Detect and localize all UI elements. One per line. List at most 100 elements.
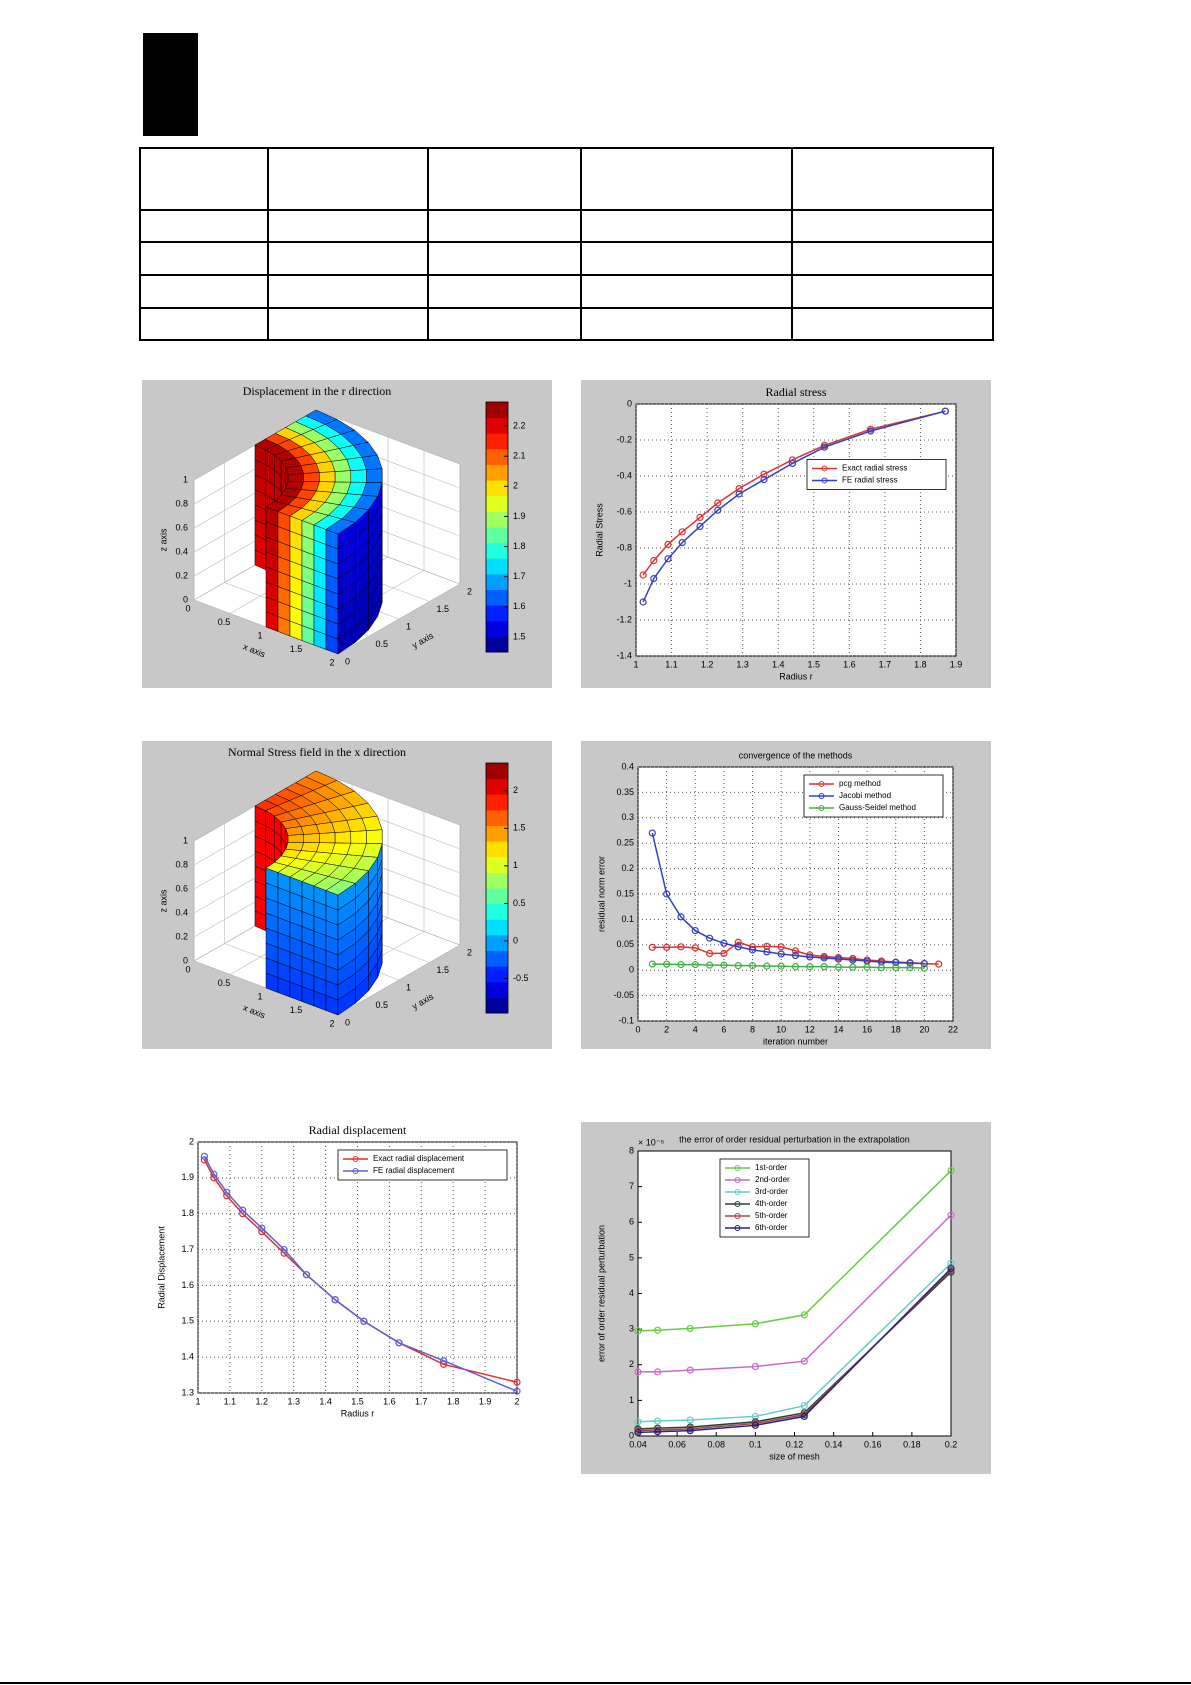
data-point <box>677 913 685 921</box>
x-tick-label: 0.14 <box>825 1439 843 1449</box>
data-point <box>834 963 843 971</box>
x-tick-label: 2 <box>514 1396 519 1406</box>
colorbar-frame <box>485 401 509 653</box>
data-point <box>720 949 728 958</box>
y-tick-label: 0.5 <box>376 639 389 649</box>
x-tick-label: 1.5 <box>351 1396 364 1406</box>
colorbar-band <box>486 981 508 998</box>
data-point <box>777 962 785 970</box>
colorbar-tick-label: 1.6 <box>513 601 526 611</box>
surface-cell <box>285 842 305 851</box>
colorbar-tick-label: -0.5 <box>513 973 529 983</box>
data-point <box>663 960 671 968</box>
surface-cell <box>285 481 305 490</box>
x-tick-label: 0.2 <box>945 1439 958 1449</box>
y-tick-label: -0.4 <box>616 470 632 480</box>
x-tick-label: 1.7 <box>415 1396 428 1406</box>
data-point <box>677 943 685 951</box>
x-tick-label: 0.12 <box>786 1439 804 1449</box>
data-point <box>223 1188 231 1196</box>
surface-cell <box>350 469 367 483</box>
y-tick-label: 1.5 <box>181 1316 194 1326</box>
chart-title: Radial stress <box>766 385 827 399</box>
y-tick-label: 0.1 <box>621 914 634 924</box>
y-tick-label: 1.5 <box>437 965 450 975</box>
data-point <box>678 528 686 536</box>
data-point <box>395 1339 403 1347</box>
z-tick-label: 1 <box>183 835 188 845</box>
data-point <box>653 1428 662 1436</box>
x-tick-label: 22 <box>948 1024 958 1034</box>
z-tick-label: 0.2 <box>175 931 188 941</box>
chart-title: Normal Stress field in the x direction <box>228 745 406 759</box>
x-tick-label: 0.5 <box>218 617 231 627</box>
surface-cell <box>305 770 338 786</box>
legend-label: FE radial displacement <box>373 1166 455 1175</box>
colorbar-band <box>486 778 508 795</box>
x-tick-label: 0.1 <box>749 1439 762 1449</box>
data-point <box>686 1427 694 1435</box>
data-point <box>834 955 843 963</box>
data-point <box>806 953 814 961</box>
data-point <box>734 943 742 951</box>
x-axis-label: size of mesh <box>769 1451 820 1461</box>
z-tick-label: 0 <box>183 594 188 604</box>
data-point <box>200 1152 208 1160</box>
data-point <box>664 555 672 563</box>
z-tick-label: 1 <box>183 474 188 484</box>
y-tick-label: 1.4 <box>181 1352 194 1362</box>
data-point <box>748 946 757 954</box>
y-tick-label: -0.2 <box>616 434 632 444</box>
colorbar-band <box>486 573 508 590</box>
x-tick-label: 4 <box>693 1024 698 1034</box>
x-axis-label: Radius r <box>341 1408 375 1418</box>
surface-cell <box>305 409 338 425</box>
legend-label: Jacobi method <box>839 791 891 800</box>
data-point <box>788 459 797 467</box>
data-point <box>820 443 829 451</box>
x-tick-label: 0.5 <box>218 978 231 988</box>
y-tick-label: 2 <box>467 586 472 596</box>
data-point <box>920 964 928 972</box>
x-tick-label: 8 <box>750 1024 755 1034</box>
data-point <box>331 1296 339 1304</box>
surface-cell <box>287 834 305 843</box>
data-point <box>800 1357 808 1365</box>
data-point <box>906 964 914 972</box>
y-tick-label: 0.4 <box>621 761 634 771</box>
colorbar-tick-label: 2 <box>513 481 518 491</box>
data-point <box>947 1264 955 1273</box>
data-point <box>935 960 943 968</box>
data-point <box>800 1311 808 1319</box>
colorbar-tick-label: 1.7 <box>513 571 526 581</box>
data-point <box>920 959 928 968</box>
data-point <box>947 1166 955 1175</box>
data-point <box>820 963 828 971</box>
y-tick-label: 0 <box>629 965 634 975</box>
colorbar-band <box>486 841 508 858</box>
y-axis-label: Radial Displacement <box>156 1226 166 1309</box>
data-point <box>686 1366 694 1374</box>
y-tick-label: 1 <box>406 982 411 992</box>
legend-marker <box>352 1156 359 1162</box>
data-point <box>863 963 871 971</box>
data-point <box>210 1170 218 1178</box>
data-point <box>777 943 785 951</box>
data-point <box>664 540 672 549</box>
y-tick-label: 0.35 <box>616 787 634 797</box>
plot-area <box>635 403 957 657</box>
data-point <box>748 962 757 970</box>
y-tick-label: 0 <box>345 1017 350 1027</box>
data-point <box>639 598 647 606</box>
surface-cell <box>319 471 336 483</box>
data-point <box>302 1271 311 1279</box>
legend-label: Exact radial displacement <box>373 1154 465 1163</box>
x-tick-label: 2 <box>329 1018 334 1028</box>
z-tick-label: 0.4 <box>175 907 188 917</box>
data-point <box>763 962 771 970</box>
y-axis-label: residual norm error <box>596 856 606 932</box>
data-point <box>735 485 743 493</box>
y-tick-label: 8 <box>629 1145 634 1155</box>
z-axis-label: z axis <box>158 889 168 913</box>
data-point <box>777 950 785 958</box>
